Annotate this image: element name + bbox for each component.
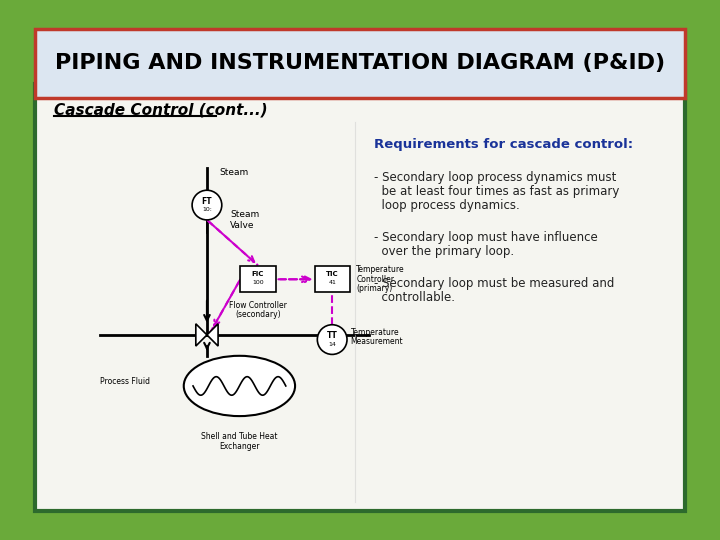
- Polygon shape: [207, 324, 218, 346]
- Text: 10:: 10:: [202, 207, 212, 212]
- Circle shape: [318, 325, 347, 354]
- FancyBboxPatch shape: [315, 266, 350, 292]
- Text: 14: 14: [328, 342, 336, 347]
- FancyBboxPatch shape: [35, 29, 685, 98]
- Text: loop process dynamics.: loop process dynamics.: [374, 199, 520, 212]
- Text: Temperature: Temperature: [351, 328, 400, 336]
- Text: PIPING AND INSTRUMENTATION DIAGRAM (P&ID): PIPING AND INSTRUMENTATION DIAGRAM (P&ID…: [55, 53, 665, 73]
- Text: Steam: Steam: [230, 210, 259, 219]
- Text: be at least four times as fast as primary: be at least four times as fast as primar…: [374, 185, 619, 198]
- Text: - Secondary loop must have influence: - Secondary loop must have influence: [374, 231, 598, 244]
- Text: Process Fluid: Process Fluid: [100, 377, 150, 386]
- Text: - Secondary loop process dynamics must: - Secondary loop process dynamics must: [374, 171, 616, 184]
- Text: Shell and Tube Heat: Shell and Tube Heat: [201, 433, 278, 442]
- Text: (primary): (primary): [356, 284, 392, 293]
- Text: Controller: Controller: [356, 275, 395, 284]
- Circle shape: [192, 190, 222, 220]
- Text: Steam: Steam: [219, 168, 248, 177]
- Text: TIC: TIC: [326, 271, 338, 276]
- Text: Flow Controller: Flow Controller: [229, 301, 287, 310]
- Text: Exchanger: Exchanger: [219, 442, 260, 451]
- Text: 41: 41: [328, 280, 336, 286]
- Text: 100: 100: [252, 280, 264, 286]
- Text: Cascade Control (cont...): Cascade Control (cont...): [54, 103, 268, 118]
- Text: Measurement: Measurement: [351, 337, 403, 346]
- Text: Temperature: Temperature: [356, 266, 405, 274]
- Text: Requirements for cascade control:: Requirements for cascade control:: [374, 138, 633, 151]
- FancyBboxPatch shape: [240, 266, 276, 292]
- Text: controllable.: controllable.: [374, 291, 455, 305]
- FancyBboxPatch shape: [35, 84, 685, 511]
- Polygon shape: [196, 324, 207, 346]
- Text: FT: FT: [202, 197, 212, 206]
- Text: over the primary loop.: over the primary loop.: [374, 245, 514, 258]
- Text: (secondary): (secondary): [235, 310, 281, 319]
- Text: Valve: Valve: [230, 221, 255, 230]
- Text: FIC: FIC: [252, 271, 264, 276]
- Text: TT: TT: [327, 332, 338, 340]
- Text: - Secondary loop must be measured and: - Secondary loop must be measured and: [374, 278, 614, 291]
- Ellipse shape: [184, 356, 295, 416]
